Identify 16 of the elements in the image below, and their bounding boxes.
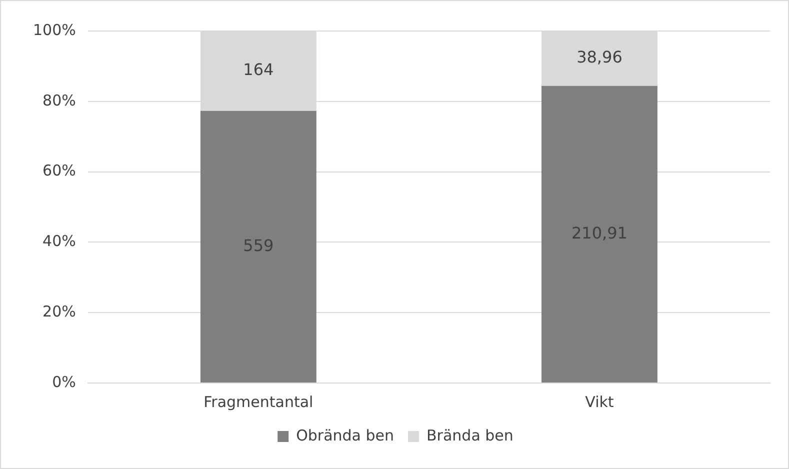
y-tick-label: 100% (32, 20, 76, 39)
x-tick-label: Vikt (585, 392, 614, 411)
annotation: 210,91 (571, 223, 628, 242)
annotation: 164 (243, 60, 274, 80)
annotation: 559 (243, 236, 274, 255)
y-tick-label: 40% (42, 232, 76, 250)
y-tick-label: 60% (42, 162, 76, 180)
x-tick-label: Fragmentantal (204, 392, 314, 411)
y-tick-label: 0% (52, 372, 76, 391)
y-tick-label: 20% (42, 302, 76, 320)
bar (541, 86, 658, 382)
legend-label: Obrända ben (296, 426, 394, 444)
legend-label: Brända ben (426, 426, 514, 444)
y-tick-label: 80% (42, 91, 76, 110)
bar (200, 110, 316, 382)
annotation: 38,96 (576, 48, 622, 67)
